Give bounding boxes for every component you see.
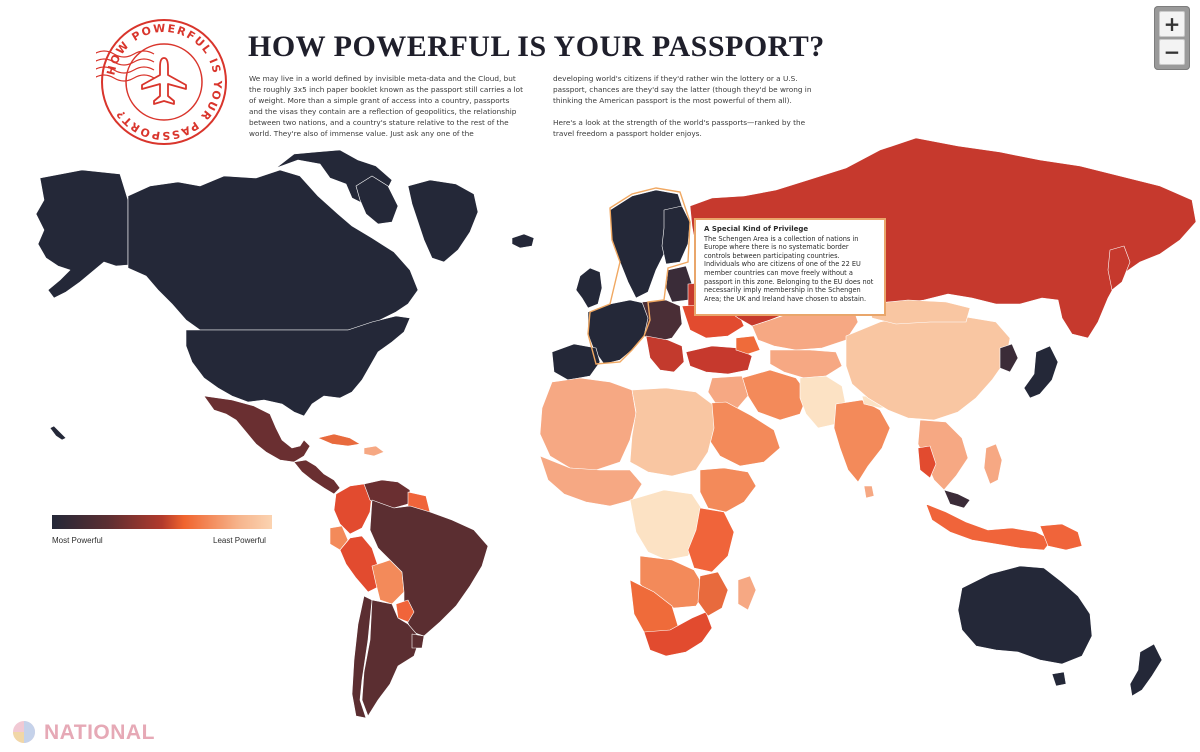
region-kamchatka[interactable] <box>1107 245 1131 291</box>
region-malaysia[interactable] <box>943 489 971 509</box>
region-canada[interactable] <box>127 169 419 331</box>
region-central-europe[interactable] <box>641 299 683 343</box>
intro-paragraph: developing world's citizens if they'd ra… <box>553 74 812 105</box>
region-australia[interactable] <box>957 565 1093 665</box>
intro-column-1: We may live in a world defined by invisi… <box>249 73 525 150</box>
region-thailand[interactable] <box>917 445 937 479</box>
callout-body: The Schengen Area is a collection of nat… <box>704 234 874 303</box>
passport-stamp: HOW POWERFUL IS YOUR PASSPORT? <box>96 19 227 145</box>
region-madagascar[interactable] <box>737 575 757 611</box>
region-baffin[interactable] <box>355 175 399 225</box>
region-turkey[interactable] <box>685 345 753 375</box>
zoom-out-button[interactable]: − <box>1159 39 1185 65</box>
region-horn-of-africa[interactable] <box>699 467 757 513</box>
region-central-america[interactable] <box>293 459 341 495</box>
region-papua[interactable] <box>1039 523 1083 551</box>
region-hawaii[interactable] <box>49 425 67 441</box>
region-colombia[interactable] <box>333 483 373 535</box>
region-iberia[interactable] <box>551 343 601 381</box>
legend-label-least: Least Powerful <box>213 536 266 545</box>
region-tasmania[interactable] <box>1051 671 1067 687</box>
region-japan[interactable] <box>1023 345 1059 399</box>
region-united-states[interactable] <box>185 315 411 417</box>
schengen-callout: A Special Kind of Privilege The Schengen… <box>694 218 886 316</box>
region-uruguay[interactable] <box>411 633 425 649</box>
region-mozambique[interactable] <box>697 571 729 617</box>
intro-paragraph: We may live in a world defined by invisi… <box>249 74 523 138</box>
region-finland[interactable] <box>661 205 691 265</box>
region-philippines[interactable] <box>983 443 1003 485</box>
intro-paragraph: Here's a look at the strength of the wor… <box>553 118 806 138</box>
region-alaska[interactable] <box>35 169 129 299</box>
region-north-africa-west[interactable] <box>539 377 637 471</box>
region-argentina[interactable] <box>361 599 421 717</box>
callout-title: A Special Kind of Privilege <box>704 225 809 233</box>
region-mongolia[interactable] <box>867 299 971 325</box>
region-uk-ireland[interactable] <box>575 267 603 309</box>
region-east-africa[interactable] <box>687 507 735 573</box>
legend-label-most: Most Powerful <box>52 536 103 545</box>
logo-icon <box>13 721 35 743</box>
region-north-africa-east[interactable] <box>629 387 715 477</box>
logo-wordmark: NATIONAL <box>44 721 155 744</box>
region-new-zealand[interactable] <box>1129 643 1163 697</box>
region-korea[interactable] <box>999 343 1019 373</box>
region-iran[interactable] <box>741 369 809 421</box>
airplane-icon <box>141 57 187 105</box>
legend-gradient-bar <box>52 515 272 529</box>
region-chile[interactable] <box>351 595 373 719</box>
brand-logo <box>13 721 35 743</box>
page-title: HOW POWERFUL IS YOUR PASSPORT? <box>248 30 825 63</box>
zoom-in-button[interactable]: + <box>1159 11 1185 37</box>
region-iceland[interactable] <box>511 233 535 249</box>
region-south-africa[interactable] <box>643 611 713 657</box>
region-cuba[interactable] <box>317 433 361 447</box>
region-brazil[interactable] <box>369 499 489 637</box>
region-mexico[interactable] <box>203 395 311 463</box>
region-balkans[interactable] <box>645 335 685 373</box>
schengen-outline <box>587 187 691 365</box>
zoom-control: + − <box>1154 6 1190 70</box>
region-sri-lanka[interactable] <box>863 485 875 499</box>
intro-column-2: developing world's citizens if they'd ra… <box>553 73 825 150</box>
region-hispaniola[interactable] <box>363 445 385 457</box>
region-paraguay[interactable] <box>395 599 415 623</box>
region-greenland[interactable] <box>407 179 479 263</box>
region-peru[interactable] <box>339 535 381 593</box>
region-indonesia[interactable] <box>925 503 1053 551</box>
region-india[interactable] <box>833 399 891 483</box>
region-caucasus[interactable] <box>735 335 761 355</box>
